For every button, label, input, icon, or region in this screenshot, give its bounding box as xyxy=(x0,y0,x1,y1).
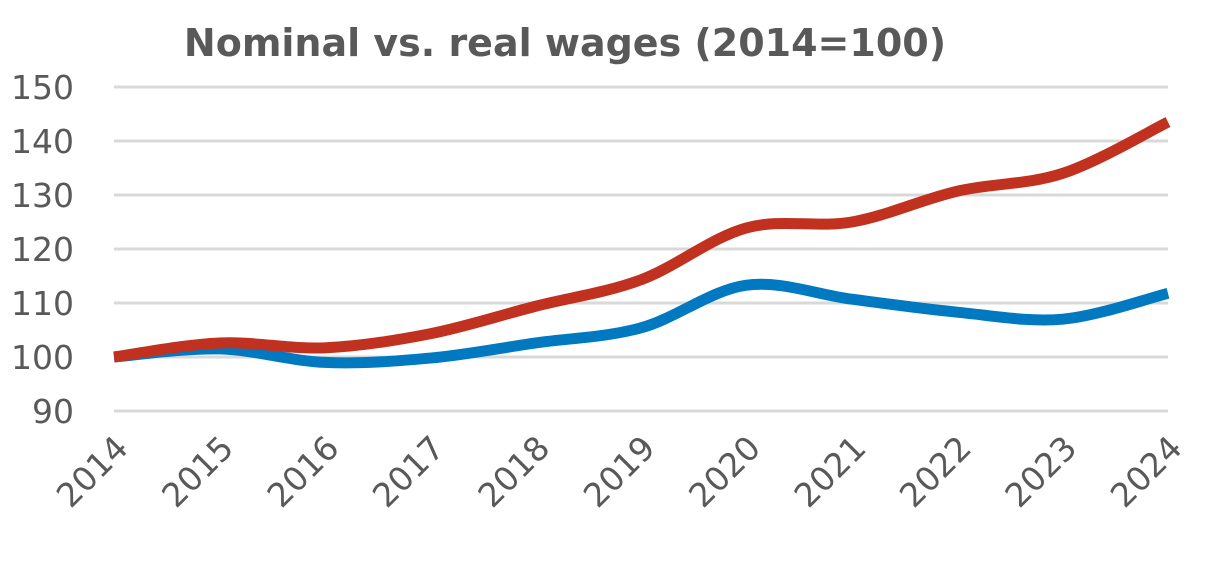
series-line-2 xyxy=(113,278,1170,369)
x-tick-label: 2015 xyxy=(154,428,241,515)
x-tick-label: 2017 xyxy=(365,428,452,515)
x-tick-label: 2022 xyxy=(892,428,979,515)
y-tick-label: 140 xyxy=(11,122,74,161)
x-tick-label: 2016 xyxy=(259,428,346,515)
x-tick-label: 2021 xyxy=(786,428,873,515)
y-tick-label: 100 xyxy=(11,338,74,377)
chart-title: Nominal vs. real wages (2014=100) xyxy=(184,21,946,65)
y-tick-label: 120 xyxy=(11,230,74,269)
y-tick-label: 130 xyxy=(11,176,74,215)
x-tick-label: 2018 xyxy=(470,428,557,515)
x-tick-label: 2023 xyxy=(997,428,1084,515)
x-tick-label: 2014 xyxy=(49,428,136,515)
series-lines xyxy=(113,117,1171,369)
y-tick-label: 150 xyxy=(11,68,74,107)
x-tick-label: 2024 xyxy=(1103,428,1190,515)
x-tick-label: 2020 xyxy=(681,428,768,515)
x-axis-ticks: 2014 2015 2016 2017 2018 2019 2020 2021 2022 2023… xyxy=(49,428,1190,515)
series-line-1 xyxy=(113,117,1171,363)
gridlines xyxy=(114,85,1168,413)
x-tick-label: 2019 xyxy=(576,428,663,515)
y-tick-label: 90 xyxy=(32,392,74,431)
y-tick-label: 110 xyxy=(11,284,74,323)
y-axis-ticks: 90 100 110 120 130 140 150 xyxy=(11,68,74,431)
